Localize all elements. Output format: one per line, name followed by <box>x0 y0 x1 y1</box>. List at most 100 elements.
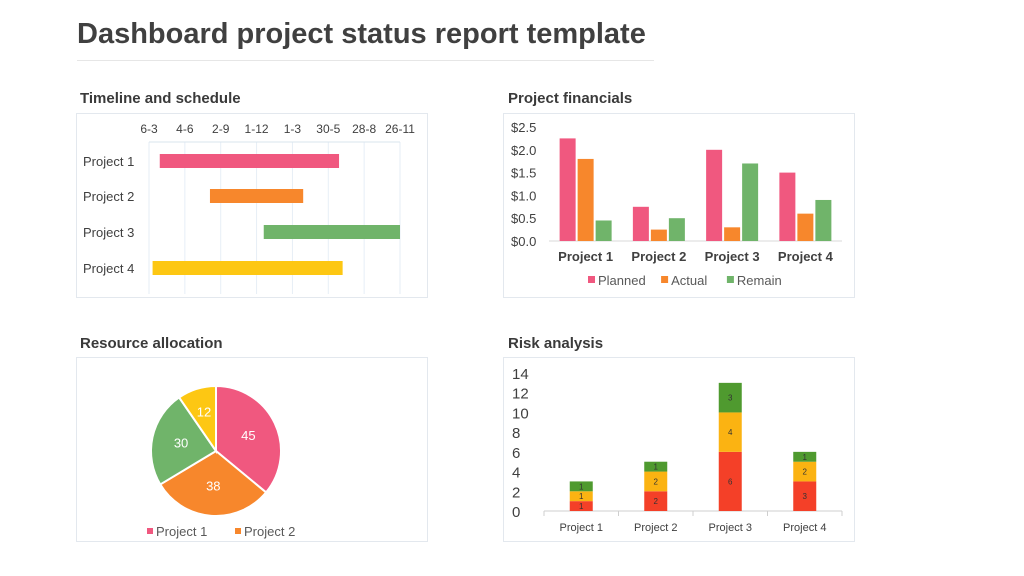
risk-bar-segment <box>718 382 742 413</box>
financials-y-tick: $1.5 <box>511 166 536 181</box>
risk-bar-segment <box>793 461 817 482</box>
financials-bar <box>706 149 723 241</box>
risk-segment-label: 3 <box>803 492 808 501</box>
timeline-gantt-chart: 6-3 4-6 2-9 1-12 1-3 30-5 28-8 26-11 Project 1 Pr… <box>83 122 415 294</box>
financials-legend-swatch <box>588 276 595 283</box>
resources-section-title: Resource allocation <box>80 335 223 352</box>
financials-legend-swatch <box>726 276 734 283</box>
pie-legend-label: Project 2 <box>244 524 295 539</box>
financials-y-tick: $2.0 <box>511 143 536 158</box>
timeline-section-title: Timeline and schedule <box>80 90 241 107</box>
risk-bar-segment <box>644 491 668 511</box>
financials-category-label: Project 1 <box>558 249 613 264</box>
risk-category-label: Project 2 <box>634 522 677 534</box>
risk-section-title: Risk analysis <box>508 335 604 352</box>
timeline-date-tick: 1-12 <box>245 122 269 136</box>
risk-bar-segment <box>793 451 817 462</box>
financials-bar <box>797 213 814 241</box>
financials-legend-label: Actual <box>671 273 707 288</box>
financials-bar <box>742 163 759 241</box>
risk-segment-label: 2 <box>803 468 808 477</box>
risk-segment-label: 6 <box>728 477 733 486</box>
risk-bar-segment <box>793 481 817 511</box>
financials-section-title: Project financials <box>508 90 633 107</box>
pie-slice-value: 38 <box>206 479 220 494</box>
resources-panel: 45 38 30 12 Project 1 Project 2 <box>76 357 428 542</box>
financials-bar-chart: $0.0 $0.5 $1.0 $1.5 $2.0 $2.5 Project 1 Project… <box>511 120 842 288</box>
pie-slice <box>158 449 268 517</box>
timeline-project-label: Project 3 <box>83 225 134 240</box>
risk-y-tick: 4 <box>512 465 520 482</box>
risk-segment-label: 3 <box>728 394 733 403</box>
pie-slice <box>150 396 218 486</box>
risk-y-tick: 0 <box>512 504 520 521</box>
timeline-date-tick: 4-6 <box>176 122 194 136</box>
risk-y-tick: 2 <box>512 484 520 501</box>
risk-category-label: Project 3 <box>709 522 752 534</box>
resources-pie-chart: 45 38 30 12 Project 1 Project 2 <box>147 384 295 539</box>
financials-category-label: Project 2 <box>631 249 686 264</box>
financials-panel: $0.0 $0.5 $1.0 $1.5 $2.0 $2.5 Project 1 Project… <box>503 113 855 298</box>
financials-bar <box>595 220 612 241</box>
risk-segment-label: 2 <box>654 497 659 506</box>
risk-y-tick: 10 <box>512 405 529 422</box>
risk-bar-segment <box>569 501 593 511</box>
pie-slice <box>215 384 282 494</box>
financials-legend-label: Remain <box>737 273 782 288</box>
timeline-date-tick: 28-8 <box>352 122 376 136</box>
risk-segment-label: 1 <box>579 482 584 491</box>
risk-bar-segment <box>569 481 593 492</box>
financials-y-tick: $0.5 <box>511 211 536 226</box>
pie-slice <box>177 384 217 455</box>
pie-slice-value: 30 <box>174 435 188 450</box>
timeline-date-tick: 30-5 <box>316 122 340 136</box>
timeline-date-tick: 26-11 <box>385 122 415 136</box>
risk-category-label: Project 1 <box>560 522 603 534</box>
timeline-project-label: Project 1 <box>83 154 134 169</box>
risk-y-tick: 14 <box>512 366 529 383</box>
risk-bar-segment <box>718 412 742 452</box>
financials-bar <box>724 227 741 241</box>
financials-legend-label: Planned <box>598 273 646 288</box>
timeline-project-label: Project 4 <box>83 261 134 276</box>
timeline-panel: 6-3 4-6 2-9 1-12 1-3 30-5 28-8 26-11 Project 1 Pr… <box>76 113 428 298</box>
financials-bar <box>559 138 576 241</box>
timeline-date-tick: 1-3 <box>284 122 302 136</box>
timeline-task-bar <box>263 225 400 239</box>
timeline-task-bar <box>152 261 343 275</box>
risk-segment-label: 2 <box>654 477 659 486</box>
financials-bar <box>815 199 832 241</box>
timeline-date-tick: 6-3 <box>140 122 158 136</box>
risk-segment-label: 4 <box>728 428 733 437</box>
pie-slice-value: 12 <box>197 405 211 420</box>
financials-legend-swatch <box>661 276 669 283</box>
risk-bar-segment <box>644 461 668 472</box>
risk-bar-segment <box>569 491 593 502</box>
risk-bar-segment <box>644 471 668 492</box>
financials-y-tick: $2.5 <box>511 120 536 135</box>
pie-slice-value: 45 <box>241 428 255 443</box>
risk-category-label: Project 4 <box>783 522 826 534</box>
risk-y-tick: 12 <box>512 386 529 403</box>
financials-y-tick: $0.0 <box>511 234 536 249</box>
pie-legend-swatch <box>147 528 153 534</box>
pie-legend-label: Project 1 <box>156 524 207 539</box>
risk-bar-segment <box>718 451 742 511</box>
financials-y-tick: $1.0 <box>511 188 536 203</box>
pie-legend-swatch <box>235 528 241 534</box>
risk-segment-label: 1 <box>654 463 659 472</box>
financials-bar <box>632 206 649 241</box>
risk-y-tick: 8 <box>512 425 520 442</box>
timeline-date-tick: 2-9 <box>212 122 230 136</box>
timeline-project-label: Project 2 <box>83 189 134 204</box>
financials-bar <box>650 229 667 241</box>
financials-category-label: Project 3 <box>705 249 760 264</box>
risk-y-tick: 6 <box>512 445 520 462</box>
risk-segment-label: 1 <box>579 492 584 501</box>
timeline-task-bar <box>209 189 304 203</box>
title-divider <box>77 60 654 61</box>
page-title: Dashboard project status report template <box>77 18 646 50</box>
financials-bar <box>577 158 594 241</box>
financials-bar <box>779 172 796 241</box>
